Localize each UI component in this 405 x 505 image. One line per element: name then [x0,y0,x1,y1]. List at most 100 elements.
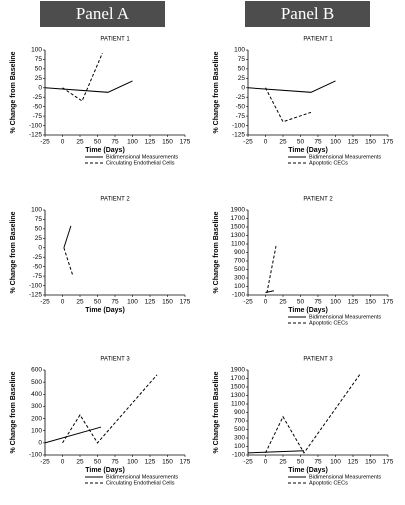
x-tick-label: 25 [279,459,287,466]
y-tick-label: -25 [33,94,43,101]
x-tick-label: 125 [145,299,156,306]
x-tick-label: 175 [180,139,191,146]
y-tick-label: 1700 [231,375,246,382]
y-tick-label: 1300 [231,392,246,399]
data-line [63,225,72,248]
y-axis-label: % Change from Baseline [213,51,220,133]
x-tick-label: 50 [297,459,305,466]
y-tick-label: 50 [35,226,43,233]
y-tick-label: 900 [234,409,245,416]
x-tick-label: 50 [297,299,305,306]
x-tick-label: 25 [76,459,84,466]
y-tick-label: 1700 [231,215,246,222]
panel-header [245,1,370,27]
x-tick-label: 125 [348,299,359,306]
x-tick-label: 125 [348,139,359,146]
data-line [44,80,133,93]
y-tick-label: -100 [29,122,42,129]
data-line [44,426,102,444]
y-tick-label: 25 [35,75,43,82]
x-tick-label: 75 [314,139,322,146]
legend-label: Bidimensional Measurements [106,474,178,480]
chart-title: PATIENT 2 [303,197,333,203]
y-axis-label: % Change from Baseline [10,371,17,453]
y-axis-label: % Change from Baseline [10,51,17,133]
y-tick-label: -125 [232,132,245,139]
y-tick-label: 75 [35,216,43,223]
chart-title: PATIENT 3 [303,357,333,363]
y-tick-label: 600 [31,367,42,374]
x-tick-label: 50 [297,139,305,146]
y-tick-label: -75 [33,273,43,280]
panel-header [40,1,165,27]
y-tick-label: -25 [33,254,43,261]
data-line [265,87,312,123]
y-tick-label: 1100 [231,241,245,248]
y-tick-label: -75 [33,113,43,120]
legend-label: Bidimensional Measurements [309,474,381,480]
x-tick-label: 175 [383,459,394,466]
y-tick-label: 75 [238,56,246,63]
y-tick-label: -75 [236,113,246,120]
data-line [62,52,103,102]
y-tick-label: 75 [35,56,43,63]
x-tick-label: 150 [365,459,376,466]
y-tick-label: -25 [236,94,246,101]
x-tick-label: 0 [61,139,65,146]
data-line [247,80,336,93]
y-tick-label: 500 [234,426,245,433]
data-line [247,450,305,454]
x-axis-label: Time (Days) [85,467,125,474]
y-tick-label: 200 [31,415,42,422]
y-tick-label: 1900 [231,207,246,214]
x-tick-label: 25 [279,139,287,146]
x-tick-label: -25 [40,139,50,146]
data-line [63,247,74,277]
legend-label: Bidimensional Measurements [106,154,178,160]
x-tick-label: 175 [383,299,394,306]
legend-label: Circulating Endothelial Cells [106,160,175,166]
x-tick-label: -25 [40,459,50,466]
x-tick-label: 150 [162,299,173,306]
x-axis-label: Time (Days) [85,307,125,314]
x-tick-label: 50 [94,139,102,146]
x-tick-label: 25 [76,299,84,306]
y-tick-label: 0 [38,440,42,447]
data-line [62,374,158,444]
x-tick-label: 100 [330,139,341,146]
x-tick-label: 25 [76,139,84,146]
x-tick-label: 150 [365,139,376,146]
x-tick-label: 100 [330,459,341,466]
x-tick-label: 175 [383,139,394,146]
y-tick-label: 100 [31,427,42,434]
y-tick-label: 300 [234,435,245,442]
x-tick-label: -25 [243,459,253,466]
legend-label: Apoptotic CECs [309,160,348,166]
chart-title: PATIENT 1 [303,37,333,43]
y-tick-label: 50 [35,66,43,73]
x-tick-label: 75 [111,459,119,466]
y-tick-label: -100 [29,452,42,459]
y-tick-label: -100 [232,292,245,299]
y-tick-label: 700 [234,418,245,425]
legend-label: Circulating Endothelial Cells [106,480,175,486]
y-tick-label: -100 [29,282,42,289]
x-tick-label: 100 [127,459,138,466]
y-tick-label: -125 [29,132,42,139]
y-tick-label: 900 [234,249,245,256]
legend-label: Apoptotic CECs [309,320,348,326]
panel-title: Panel B [281,4,334,23]
y-tick-label: 1500 [231,224,246,231]
y-axis-label: % Change from Baseline [213,371,220,453]
x-tick-label: -25 [243,299,253,306]
y-tick-label: -125 [29,292,42,299]
x-tick-label: 150 [162,459,173,466]
x-tick-label: 125 [145,139,156,146]
y-tick-label: 0 [38,84,42,91]
x-tick-label: 75 [111,139,119,146]
x-tick-label: 0 [264,299,268,306]
chart-title: PATIENT 3 [100,357,130,363]
y-tick-label: 25 [35,235,43,242]
x-tick-label: 175 [180,299,191,306]
y-axis-label: % Change from Baseline [213,211,220,293]
